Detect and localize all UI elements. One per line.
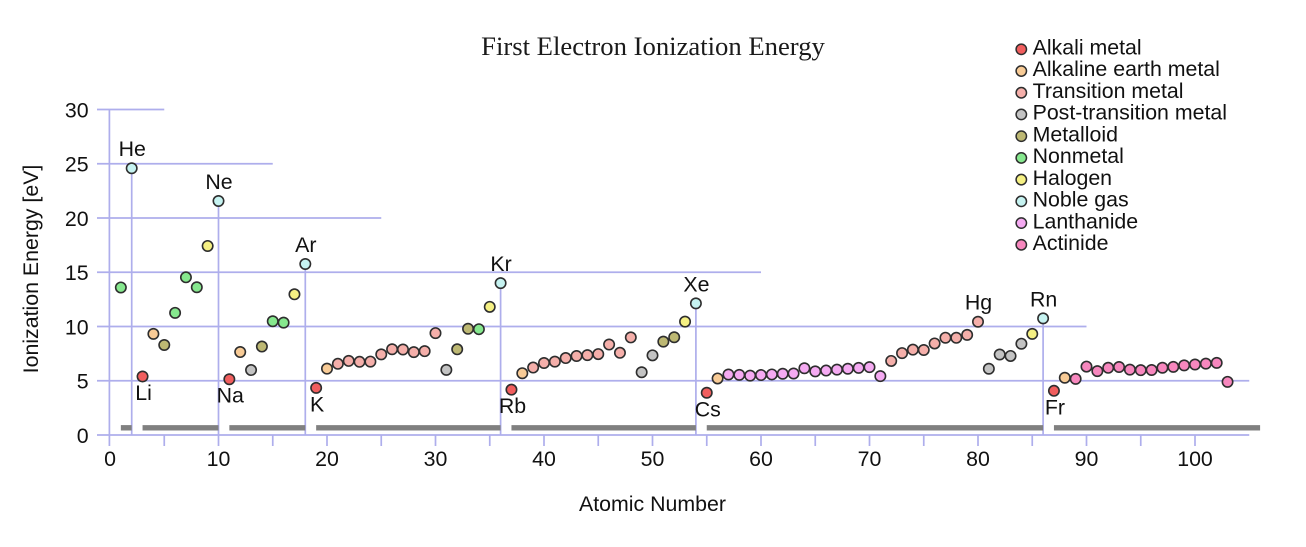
svg-text:Rb: Rb <box>499 394 526 418</box>
svg-text:Na: Na <box>217 384 244 408</box>
svg-text:Ar: Ar <box>295 233 316 257</box>
svg-text:Rn: Rn <box>1030 287 1057 311</box>
svg-text:Fr: Fr <box>1045 395 1065 419</box>
svg-text:80: 80 <box>966 447 990 471</box>
svg-text:Ionization Energy [eV]: Ionization Energy [eV] <box>19 165 43 374</box>
svg-text:Kr: Kr <box>490 252 511 276</box>
svg-text:100: 100 <box>1177 447 1213 471</box>
svg-text:Li: Li <box>135 381 152 405</box>
svg-text:30: 30 <box>65 98 89 122</box>
svg-text:Halogen: Halogen <box>1033 166 1112 190</box>
svg-text:60: 60 <box>749 447 773 471</box>
svg-text:Actinide: Actinide <box>1033 231 1109 255</box>
svg-text:He: He <box>119 137 146 161</box>
svg-text:20: 20 <box>315 447 339 471</box>
svg-text:15: 15 <box>65 261 89 285</box>
svg-text:First Electron Ionization Ener: First Electron Ionization Energy <box>481 31 825 61</box>
svg-text:Hg: Hg <box>965 291 992 315</box>
svg-text:Noble gas: Noble gas <box>1033 188 1129 212</box>
svg-text:10: 10 <box>207 447 231 471</box>
svg-text:Xe: Xe <box>683 272 709 296</box>
svg-text:0: 0 <box>77 424 89 448</box>
svg-text:90: 90 <box>1075 447 1099 471</box>
svg-text:40: 40 <box>532 447 556 471</box>
svg-text:25: 25 <box>65 153 89 177</box>
svg-text:Post-transition metal: Post-transition metal <box>1033 101 1227 125</box>
svg-text:Metalloid: Metalloid <box>1033 122 1118 146</box>
svg-text:Transition metal: Transition metal <box>1033 79 1184 103</box>
svg-text:50: 50 <box>641 447 665 471</box>
svg-text:Alkaline earth metal: Alkaline earth metal <box>1033 57 1220 81</box>
svg-text:K: K <box>310 392 324 416</box>
svg-text:Ne: Ne <box>205 170 232 194</box>
svg-text:0: 0 <box>104 447 116 471</box>
svg-text:20: 20 <box>65 207 89 231</box>
svg-text:30: 30 <box>424 447 448 471</box>
svg-text:Nonmetal: Nonmetal <box>1033 144 1124 168</box>
svg-text:Alkali metal: Alkali metal <box>1033 36 1142 60</box>
svg-text:Atomic Number: Atomic Number <box>579 492 726 516</box>
svg-text:70: 70 <box>858 447 882 471</box>
svg-text:5: 5 <box>77 370 89 394</box>
svg-text:Cs: Cs <box>695 397 721 421</box>
svg-text:Lanthanide: Lanthanide <box>1033 209 1139 233</box>
svg-text:10: 10 <box>65 315 89 339</box>
